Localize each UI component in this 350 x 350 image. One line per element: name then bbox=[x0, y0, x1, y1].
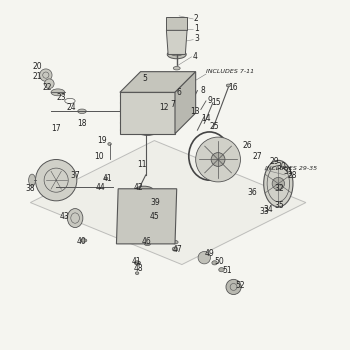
Text: INCLUDES 7-11: INCLUDES 7-11 bbox=[206, 69, 254, 74]
Ellipse shape bbox=[219, 268, 224, 272]
Text: 22: 22 bbox=[42, 83, 52, 92]
Text: INCLUDES 29-35: INCLUDES 29-35 bbox=[265, 166, 317, 170]
Text: 2: 2 bbox=[194, 14, 199, 23]
Ellipse shape bbox=[172, 247, 178, 251]
Circle shape bbox=[44, 79, 54, 89]
Text: 46: 46 bbox=[142, 237, 152, 246]
Text: 7: 7 bbox=[170, 100, 175, 109]
Text: 21: 21 bbox=[32, 72, 42, 81]
Ellipse shape bbox=[80, 239, 87, 242]
Polygon shape bbox=[120, 92, 175, 134]
Text: 11: 11 bbox=[137, 160, 147, 169]
Text: 14: 14 bbox=[201, 114, 210, 122]
Ellipse shape bbox=[29, 174, 35, 186]
Text: 51: 51 bbox=[222, 266, 232, 275]
Text: 17: 17 bbox=[51, 124, 61, 133]
Ellipse shape bbox=[104, 177, 108, 180]
Text: 42: 42 bbox=[134, 183, 143, 191]
Text: 8: 8 bbox=[201, 86, 205, 95]
Ellipse shape bbox=[202, 252, 207, 256]
Ellipse shape bbox=[137, 261, 141, 264]
Ellipse shape bbox=[134, 261, 140, 265]
Text: 35: 35 bbox=[275, 202, 285, 210]
Ellipse shape bbox=[172, 240, 178, 244]
Text: 43: 43 bbox=[60, 212, 69, 221]
Ellipse shape bbox=[226, 84, 230, 87]
Polygon shape bbox=[120, 72, 196, 92]
Text: 15: 15 bbox=[211, 98, 221, 107]
Ellipse shape bbox=[144, 242, 150, 246]
Text: 32: 32 bbox=[275, 184, 285, 193]
Ellipse shape bbox=[264, 160, 293, 207]
Text: 13: 13 bbox=[190, 107, 200, 116]
Polygon shape bbox=[166, 16, 187, 30]
Text: 30: 30 bbox=[276, 162, 286, 171]
Text: 48: 48 bbox=[134, 264, 143, 273]
Text: 9: 9 bbox=[208, 97, 212, 105]
Circle shape bbox=[142, 108, 153, 118]
Text: 24: 24 bbox=[66, 103, 76, 112]
Text: 12: 12 bbox=[160, 103, 169, 112]
Text: 34: 34 bbox=[264, 205, 274, 214]
Circle shape bbox=[125, 197, 163, 235]
Ellipse shape bbox=[78, 109, 86, 113]
Text: 18: 18 bbox=[77, 119, 86, 128]
Ellipse shape bbox=[108, 142, 111, 145]
Text: 3: 3 bbox=[194, 34, 199, 43]
Circle shape bbox=[35, 160, 77, 201]
Text: 10: 10 bbox=[94, 152, 104, 161]
Text: 33: 33 bbox=[259, 206, 269, 216]
Text: 29: 29 bbox=[270, 157, 279, 166]
Text: 5: 5 bbox=[142, 74, 147, 83]
Text: 28: 28 bbox=[288, 170, 298, 180]
Circle shape bbox=[196, 137, 240, 182]
Text: 45: 45 bbox=[149, 212, 159, 221]
Ellipse shape bbox=[231, 281, 236, 286]
Ellipse shape bbox=[51, 89, 65, 96]
Ellipse shape bbox=[167, 50, 186, 59]
Ellipse shape bbox=[135, 272, 139, 274]
Ellipse shape bbox=[134, 186, 153, 195]
Ellipse shape bbox=[173, 66, 180, 70]
Text: 25: 25 bbox=[209, 122, 219, 131]
Ellipse shape bbox=[67, 209, 83, 228]
Text: 38: 38 bbox=[25, 184, 35, 193]
Circle shape bbox=[211, 153, 225, 166]
Text: 27: 27 bbox=[252, 152, 262, 161]
Polygon shape bbox=[30, 141, 306, 265]
Circle shape bbox=[272, 177, 285, 190]
Polygon shape bbox=[166, 30, 187, 55]
Text: 4: 4 bbox=[192, 52, 197, 61]
Text: 23: 23 bbox=[56, 93, 66, 102]
Circle shape bbox=[125, 91, 170, 135]
Text: 37: 37 bbox=[70, 170, 80, 180]
Polygon shape bbox=[175, 72, 196, 134]
Polygon shape bbox=[117, 189, 177, 244]
Text: 52: 52 bbox=[235, 281, 245, 290]
Text: 36: 36 bbox=[247, 188, 257, 197]
Ellipse shape bbox=[212, 261, 217, 265]
Circle shape bbox=[40, 69, 52, 81]
Text: 16: 16 bbox=[229, 83, 238, 92]
Text: 6: 6 bbox=[177, 88, 182, 97]
Text: 40: 40 bbox=[77, 237, 86, 246]
Text: 41: 41 bbox=[132, 257, 141, 266]
Circle shape bbox=[141, 213, 147, 220]
Text: 50: 50 bbox=[215, 257, 224, 266]
Text: 41: 41 bbox=[103, 174, 112, 183]
Text: 26: 26 bbox=[242, 141, 252, 150]
Text: 39: 39 bbox=[151, 198, 161, 207]
Circle shape bbox=[198, 251, 210, 264]
Text: 49: 49 bbox=[204, 249, 214, 258]
Text: 1: 1 bbox=[194, 24, 199, 33]
Text: 47: 47 bbox=[173, 245, 182, 253]
Circle shape bbox=[226, 279, 241, 294]
Text: 44: 44 bbox=[96, 183, 106, 191]
Text: 19: 19 bbox=[98, 136, 107, 145]
Text: 20: 20 bbox=[32, 62, 42, 71]
Text: 31: 31 bbox=[284, 167, 293, 176]
